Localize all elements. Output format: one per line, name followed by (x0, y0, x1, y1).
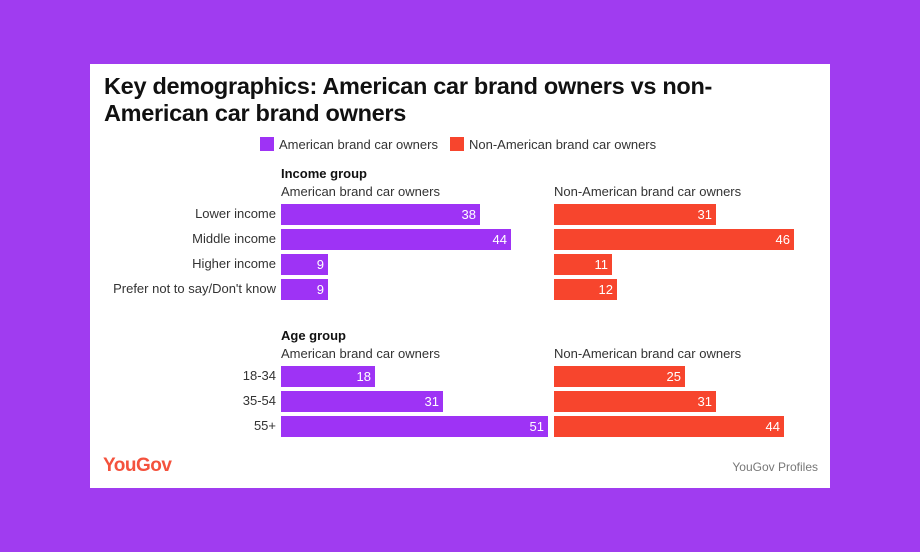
age-group-bar-value: 31 (697, 394, 712, 409)
income-group-bar-non-american-brand-car-owners: 31 (554, 204, 716, 225)
age-group-bar-value: 51 (529, 419, 544, 434)
income-group-panel-header-non-american-brand-car-owners: Non-American brand car owners (554, 184, 742, 199)
age-group-category-label: 55+ (253, 418, 276, 433)
age-group-bar-american-brand-car-owners: 18 (281, 366, 375, 387)
age-group-bar-non-american-brand-car-owners: 25 (554, 366, 685, 387)
age-group-bar-value: 31 (424, 394, 439, 409)
age-group-bar-value: 25 (666, 369, 681, 384)
age-group-panel-header-american-brand-car-owners: American brand car owners (281, 346, 440, 361)
income-group-bar-value: 9 (316, 282, 324, 297)
income-group-bar-non-american-brand-car-owners: 12 (554, 279, 617, 300)
legend-swatch-non-american (450, 137, 464, 151)
income-group-panel-header-american-brand-car-owners: American brand car owners (281, 184, 440, 199)
age-group-category-label: 18-34 (242, 368, 276, 383)
income-group-category-label: Lower income (195, 206, 276, 221)
age-group-bar-non-american-brand-car-owners: 31 (554, 391, 716, 412)
age-group-bar-non-american-brand-car-owners: 44 (554, 416, 784, 437)
chart-title: Key demographics: American car brand own… (104, 73, 713, 126)
age-group-bar-value: 44 (765, 419, 780, 434)
income-group-bar-non-american-brand-car-owners: 11 (554, 254, 612, 275)
income-group-category-label: Prefer not to say/Don't know (113, 281, 276, 296)
age-group-bar-american-brand-car-owners: 31 (281, 391, 443, 412)
legend-swatch-american (260, 137, 274, 151)
income-group-bar-value: 31 (697, 207, 712, 222)
income-group-bar-american-brand-car-owners: 44 (281, 229, 511, 250)
income-group-bar-value: 9 (316, 257, 324, 272)
income-group-category-label: Higher income (192, 256, 276, 271)
age-group-category-label: 35-54 (242, 393, 276, 408)
chart-card: Key demographics: American car brand own… (90, 64, 830, 488)
legend-label-american: American brand car owners (279, 136, 438, 152)
age-group-bar-american-brand-car-owners: 51 (281, 416, 548, 437)
age-group-bar-value: 18 (356, 369, 371, 384)
income-group-bar-american-brand-car-owners: 38 (281, 204, 480, 225)
income-group-title: Income group (281, 166, 367, 181)
legend-item-american: American brand car owners (260, 136, 438, 152)
income-group-bar-value: 44 (492, 232, 507, 247)
income-group-bar-value: 38 (461, 207, 476, 222)
income-group-bar-value: 11 (594, 257, 609, 272)
age-group-panel-header-non-american-brand-car-owners: Non-American brand car owners (554, 346, 742, 361)
income-group-bar-american-brand-car-owners: 9 (281, 279, 328, 300)
income-group-bar-non-american-brand-car-owners: 46 (554, 229, 794, 250)
yougov-logo: YouGov (103, 455, 172, 476)
legend-item-non-american: Non-American brand car owners (450, 136, 656, 152)
source-label: YouGov Profiles (732, 460, 818, 474)
income-group-bar-american-brand-car-owners: 9 (281, 254, 328, 275)
income-group-bar-value: 46 (775, 232, 790, 247)
income-group-bar-value: 12 (598, 282, 613, 297)
age-group-title: Age group (281, 328, 346, 343)
legend-label-non-american: Non-American brand car owners (469, 136, 657, 152)
income-group-category-label: Middle income (192, 231, 276, 246)
